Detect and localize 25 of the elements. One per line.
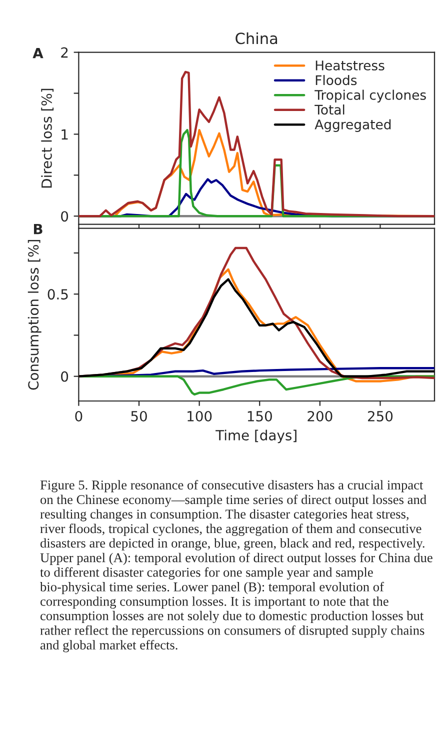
legend-label: Heatstress	[316, 60, 384, 70]
x-tick-label: 150	[248, 410, 272, 422]
y-tick-label: 1	[62, 129, 68, 140]
y-tick-label: 0	[61, 371, 68, 382]
line-series	[78, 70, 434, 218]
x-tick-label: 0	[75, 410, 82, 422]
legend-label: Floods	[316, 74, 357, 86]
legend-label: Total	[314, 104, 344, 115]
text: A	[32, 48, 44, 58]
y-axis-title: Direct loss [%]	[41, 88, 54, 188]
legend-label: Tropical cyclones	[314, 90, 426, 102]
x-tick-label: 200	[308, 410, 332, 422]
x-tick-label: 50	[131, 410, 147, 422]
text: Figure 5. Ripple resonance of consecutive disasters has a crucial impact on the Chinese economy—sample time series of direct output losses and resulting changes in consumption. The disaster categories heat stress, river floods, tropical cyclones, the aggregation of them and consecutive disasters are depicted in orange, blue, green, black and red, respectively. Upper panel (A): temporal evolution of direct output losses for China due to different disaster categories for one sample year and sample bio-physical time series. Lower panel (B): temporal evolution of corresponding consumption losses. It is important to note that the consumption losses are not solely due to domestic production losses but rather reflect the repercussions on consumers of disrupted supply chains and global market effects.	[40, 480, 432, 652]
y-tick-label: 2	[61, 47, 68, 58]
x-tick-label: 250	[368, 410, 393, 422]
text: B	[34, 224, 42, 234]
x-axis-title: Time [days]	[216, 430, 296, 444]
x-tick-label: 100	[188, 410, 212, 422]
y-tick-label: 0	[61, 211, 68, 222]
y-tick-label: 0.5	[48, 289, 68, 300]
legend-label: Aggregated	[314, 119, 391, 132]
chart-title: China	[236, 32, 278, 44]
y-axis-title: Consumption loss [%]	[28, 240, 42, 390]
line-series	[78, 375, 434, 396]
